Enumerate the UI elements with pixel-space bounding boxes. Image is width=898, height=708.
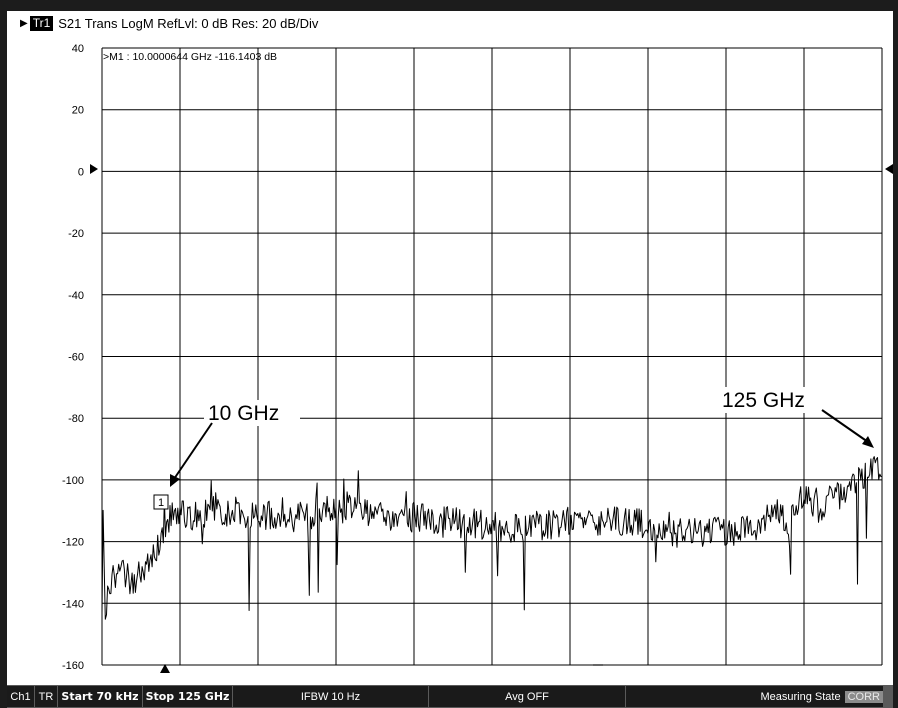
ref-level-left-icon: [90, 164, 98, 174]
y-tick-label: 20: [72, 105, 84, 117]
marker-position-icon: [160, 664, 170, 673]
annotation-10ghz: 10 GHz: [170, 400, 300, 487]
trace-line: [101, 455, 883, 620]
active-trace-arrow-icon: ▶: [20, 17, 28, 29]
annotation-125ghz-label: 125 GHz: [722, 389, 805, 412]
y-axis-ticks: 40 20 0 -20 -40 -60 -80 -100 -120 -140 -160: [62, 43, 84, 672]
y-tick-label: -140: [62, 598, 84, 610]
window-frame-right: [893, 0, 898, 708]
channel-indicator[interactable]: Ch1: [7, 686, 34, 707]
arrow-head-icon: [862, 436, 874, 448]
measuring-state-cell: Measuring State CORR: [626, 686, 883, 707]
reference-markers: [90, 164, 893, 673]
trace-header: ▶ Tr1 S21 Trans LogM RefLvl: 0 dB Res: 2…: [20, 14, 318, 32]
measuring-state: Measuring State: [760, 690, 841, 703]
y-tick-label: 0: [78, 166, 84, 178]
averaging-indicator[interactable]: Avg OFF: [429, 686, 625, 707]
marker-1[interactable]: 1: [153, 494, 169, 510]
trace-mode-indicator[interactable]: TR: [35, 686, 57, 707]
annotation-10ghz-label: 10 GHz: [208, 402, 279, 425]
y-tick-label: -160: [62, 660, 84, 672]
y-tick-label: -80: [68, 413, 84, 425]
ref-level-right-icon: [885, 164, 893, 174]
arrow-head-icon: [170, 474, 180, 487]
y-tick-label: -20: [68, 228, 84, 240]
y-tick-label: -100: [62, 475, 84, 487]
marker-readout: >M1 : 10.0000644 GHz -116.1403 dB: [103, 51, 277, 63]
trace-settings-text: S21 Trans LogM RefLvl: 0 dB Res: 20 dB/D…: [58, 15, 319, 31]
trace-tag[interactable]: Tr1: [29, 15, 54, 31]
window-frame-top: [0, 0, 898, 11]
grid: [101, 47, 883, 666]
y-tick-label: -60: [68, 352, 84, 364]
correction-badge[interactable]: CORR: [844, 690, 883, 703]
y-tick-label: -120: [62, 537, 84, 549]
marker-label: 1: [158, 497, 164, 509]
ifbw-indicator[interactable]: IFBW 10 Hz: [233, 686, 428, 707]
status-bar: Ch1 TR Start 70 kHz Stop 125 GHz IFBW 10…: [7, 685, 893, 708]
window-frame-left: [0, 0, 7, 708]
start-frequency[interactable]: Start 70 kHz: [58, 686, 142, 707]
stop-frequency[interactable]: Stop 125 GHz: [143, 686, 232, 707]
y-tick-label: 40: [72, 43, 84, 55]
annotation-125ghz: 125 GHz: [718, 387, 874, 448]
y-tick-label: -40: [68, 290, 84, 302]
chart[interactable]: 40 20 0 -20 -40 -60 -80 -100 -120 -140 -160 >M1 : …: [0, 0, 898, 685]
